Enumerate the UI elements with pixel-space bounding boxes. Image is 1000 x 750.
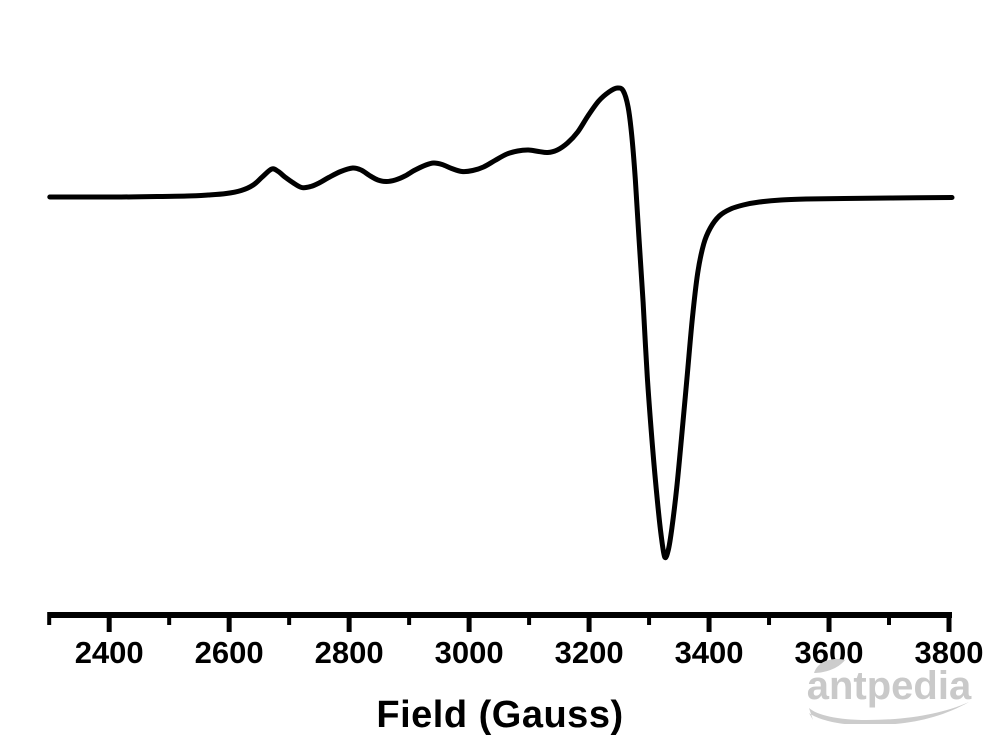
x-axis-tick-label: 2600: [195, 635, 264, 670]
watermark-leaf-icon: [814, 659, 845, 673]
x-axis-tick-label: 2800: [315, 635, 384, 670]
x-axis-tick-label: 3800: [915, 635, 984, 670]
x-axis-tick-label: 2400: [75, 635, 144, 670]
x-axis-tick-label: 3000: [435, 635, 504, 670]
spectrum-curve: [47, 85, 955, 561]
x-axis-tick-label: 3400: [675, 635, 744, 670]
x-axis-title: Field (Gauss): [376, 694, 624, 736]
watermark: antpedia: [804, 659, 974, 724]
watermark-swoosh-icon: [809, 702, 969, 724]
x-axis-tick-label: 3200: [555, 635, 624, 670]
watermark-text: antpedia: [806, 664, 972, 708]
